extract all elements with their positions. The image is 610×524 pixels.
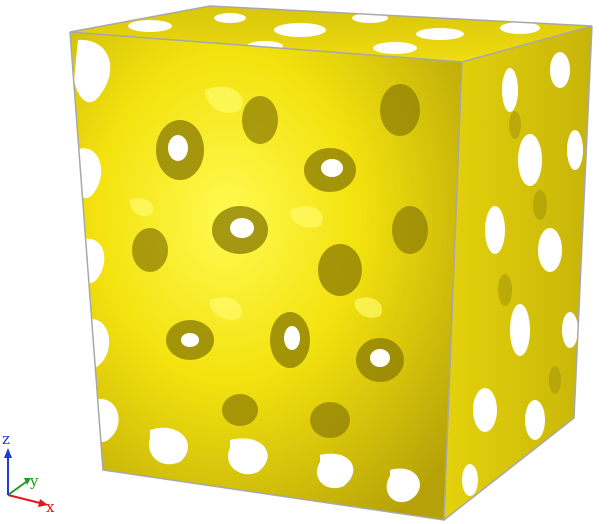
axis-z-label: z	[2, 430, 10, 448]
cube-front-face	[70, 32, 462, 520]
bounding-box	[69, 5, 593, 521]
axes-triad-icon: x y z	[2, 430, 55, 516]
axis-y-label: y	[29, 472, 39, 490]
cube-side-face	[444, 26, 592, 520]
axis-x-label: x	[46, 498, 55, 516]
